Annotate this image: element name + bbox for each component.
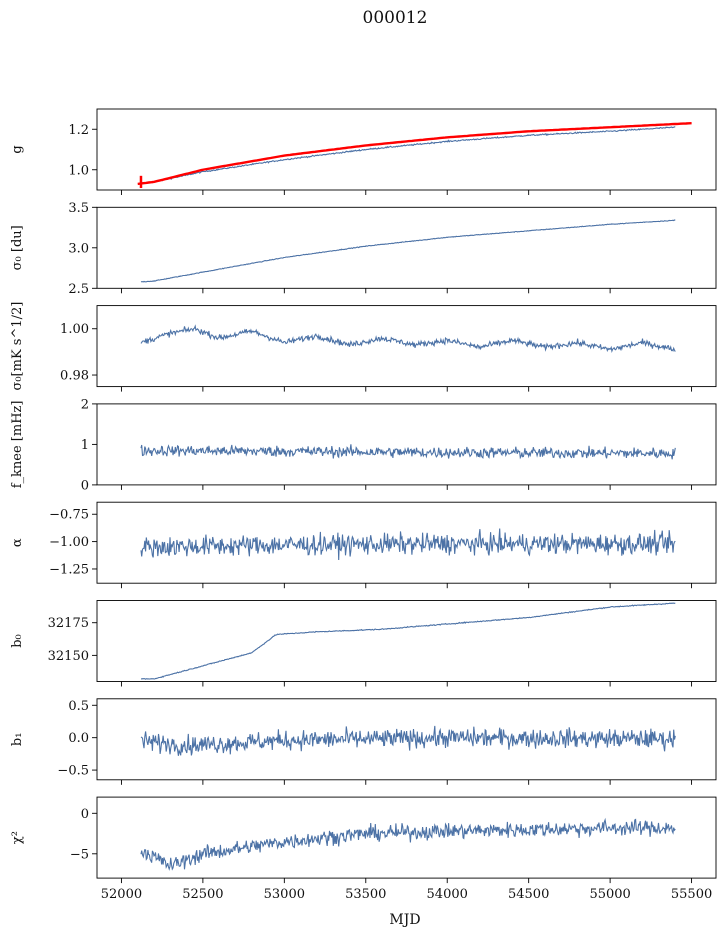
panel-sigma0: 2.5 3.0 3.5 σ₀ [du]	[10, 201, 717, 297]
panel-g: 1.0 1.2 g	[10, 108, 717, 195]
x-tick-label: 54500	[508, 887, 549, 902]
y-axis-label-sigma0: σ₀ [du]	[10, 225, 25, 270]
y-tick-label: −1.00	[49, 535, 89, 550]
y-axis-label-b1: b₁	[10, 733, 25, 747]
series-line-sigma0-flux	[140, 324, 676, 353]
y-tick-label: 0	[81, 807, 89, 822]
y-tick-label: 1.0	[68, 163, 89, 178]
y-axis-label-b0: b₀	[10, 634, 25, 648]
series-line-alpha	[140, 528, 676, 561]
panel-chi2: 0 −5 52000 52500 53000 53500 54000 54500 55000 55…	[10, 796, 717, 902]
y-tick-label: 0	[81, 478, 89, 493]
y-tick-label: 32150	[48, 649, 89, 664]
axes-frame-alpha	[96, 501, 717, 584]
axes-frame-chi2	[96, 796, 717, 879]
series-line-fknee	[140, 444, 676, 460]
y-tick-label: 2	[81, 397, 89, 412]
y-tick-label: −0.75	[49, 508, 89, 523]
y-tick-label: 2.5	[68, 282, 89, 297]
x-axis-label: MJD	[389, 912, 420, 928]
x-tick-label: 54000	[427, 887, 468, 902]
y-axis-label-chi2: χ²	[10, 831, 25, 844]
panel-sigma0-flux: 0.98 1.00 σ₀[mK s^1/2]	[10, 302, 717, 392]
y-tick-label: −0.5	[57, 764, 89, 779]
axes-frame-sigma0-flux	[96, 305, 717, 388]
figure-title: 000012	[363, 8, 428, 28]
panel-fknee: 0 1 2 f_knee [mHz]	[10, 397, 717, 493]
panel-b0: 32150 32175 b₀	[10, 600, 717, 687]
y-axis-label-sigma0-flux: σ₀[mK s^1/2]	[10, 302, 25, 391]
series-line-chi2	[140, 817, 676, 871]
axes-frame-b1	[96, 698, 717, 781]
y-tick-label: −5	[70, 847, 89, 862]
x-tick-label: 55000	[589, 887, 630, 902]
y-tick-label: −1.25	[49, 562, 89, 577]
axes-frame-g	[96, 108, 717, 191]
y-tick-label: 1	[81, 438, 89, 453]
x-tick-label: 53000	[264, 887, 305, 902]
y-tick-label: 3.0	[68, 241, 89, 256]
series-line-b1	[140, 725, 676, 756]
fit-line-g	[137, 122, 692, 186]
axes-frame-sigma0	[96, 206, 717, 289]
y-axis-label-g: g	[10, 145, 25, 153]
x-tick-label: 52000	[101, 887, 142, 902]
y-tick-label: 0.98	[60, 369, 89, 384]
y-tick-label: 3.5	[68, 201, 89, 216]
panel-alpha: −0.75 −1.00 −1.25 α	[10, 501, 717, 589]
axes-frame-fknee	[96, 403, 717, 486]
panel-b1: 0.5 0.0 −0.5 b₁	[10, 698, 717, 785]
y-tick-label: 0.0	[68, 731, 89, 746]
y-tick-label: 32175	[48, 616, 89, 631]
x-tick-label: 53500	[345, 887, 386, 902]
y-tick-label: 1.2	[68, 123, 89, 138]
y-tick-label: 1.00	[60, 322, 89, 337]
series-line-b0	[140, 602, 676, 680]
series-line-sigma0	[140, 219, 676, 283]
axes-frame-b0	[96, 600, 717, 682]
y-axis-label-fknee: f_knee [mHz]	[10, 401, 25, 489]
y-tick-label: 0.5	[68, 699, 89, 714]
y-axis-label-alpha: α	[10, 538, 25, 547]
series-line-g	[141, 126, 676, 185]
x-tick-label: 52500	[182, 887, 223, 902]
x-tick-label: 55500	[671, 887, 712, 902]
